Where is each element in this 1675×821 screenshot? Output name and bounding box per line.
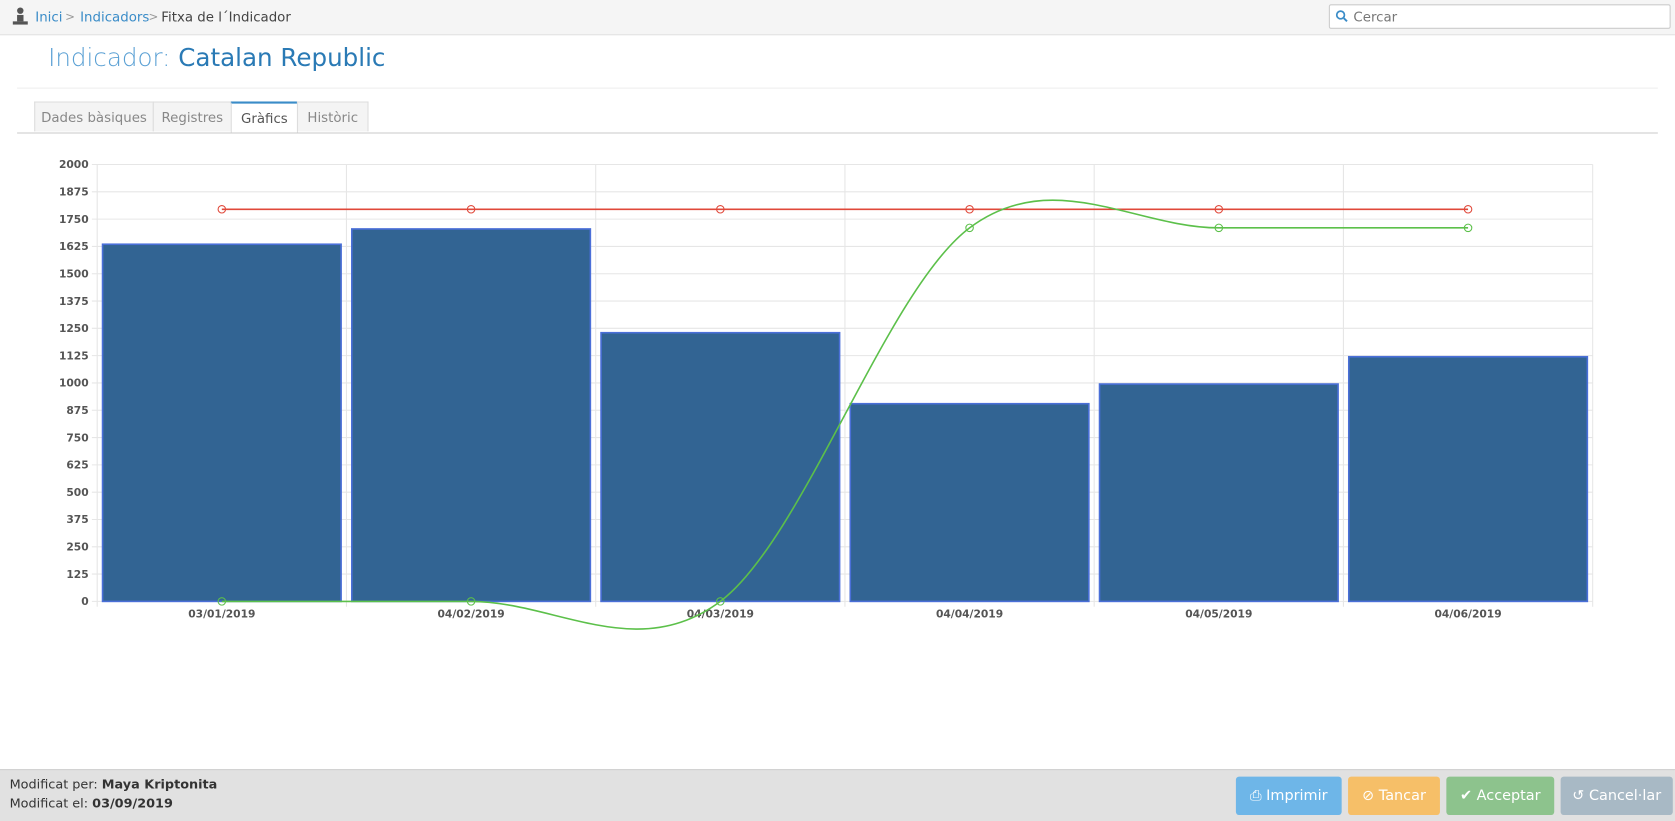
y-tick-label: 0 (81, 595, 88, 608)
x-tick-label: 04/04/2019 (936, 607, 1003, 620)
divider (17, 87, 1658, 89)
label: Tancar (1378, 787, 1426, 805)
y-tick-label: 125 (66, 568, 88, 581)
y-tick-label: 1125 (59, 349, 89, 362)
accept-button[interactable]: ✔ Acceptar (1446, 776, 1555, 816)
search-box[interactable]: Cercar (1328, 4, 1671, 29)
point (716, 597, 725, 606)
title-label: Indicador: (48, 44, 171, 73)
bar (1098, 383, 1339, 603)
chart: 0 125 250 375 500 625 750 875 1000 1125 1250 1375 15… (59, 158, 1594, 630)
search-placeholder: Cercar (1353, 8, 1398, 25)
point (217, 597, 227, 606)
home-icon (12, 7, 28, 25)
x-tick-label: 04/03/2019 (687, 607, 754, 620)
y-tick-label: 875 (66, 404, 88, 417)
point (1214, 223, 1224, 233)
point (217, 205, 227, 214)
bar (350, 228, 592, 603)
x-tick-label: 04/02/2019 (437, 607, 504, 620)
y-tick-label: 250 (66, 541, 88, 554)
breadcrumb-separator: > (148, 9, 159, 24)
y-tick-label: 750 (66, 431, 88, 444)
y-tick-label: 1625 (59, 240, 89, 253)
tab[interactable]: Històric (296, 101, 369, 132)
y-tick-label: 1000 (59, 377, 89, 390)
label: Cancel·lar (1588, 787, 1662, 805)
bar (849, 402, 1090, 603)
y-tick-label: 2000 (59, 158, 89, 171)
y-tick-label: 1875 (59, 186, 89, 199)
point (1214, 205, 1224, 214)
modified-by: Modificat per: Maya Kriptonita (10, 777, 218, 792)
bar (1347, 355, 1589, 603)
label: Imprimir (1266, 787, 1328, 805)
y-tick-label: 1375 (59, 295, 89, 308)
point (716, 205, 725, 214)
print-button[interactable]: ⎙ Imprimir (1235, 776, 1342, 816)
y-tick-label: 1500 (59, 267, 89, 280)
tab-underline (17, 132, 1658, 134)
tab[interactable]: Dades bàsiques (34, 101, 154, 132)
bar (600, 331, 841, 603)
breadcrumb-link[interactable]: Indicadors (80, 8, 150, 25)
page-title: Indicador: Catalan Republic (48, 45, 385, 73)
point (466, 597, 476, 606)
point (965, 205, 974, 214)
point (1463, 205, 1473, 214)
x-tick-label: 04/06/2019 (1434, 607, 1501, 620)
y-tick-label: 1750 (59, 213, 89, 226)
bar (101, 243, 342, 603)
label: Modificat el: (9, 795, 89, 811)
y-tick-label: 1250 (59, 322, 89, 335)
value: 03/09/2019 (92, 795, 173, 811)
cancel-button[interactable]: ↺ Cancel·lar (1560, 776, 1673, 816)
y-tick-label: 500 (66, 486, 88, 499)
modified-on: Modificat el: 03/09/2019 (10, 796, 173, 811)
breadcrumb-current: Fitxa de l´Indicador (161, 8, 291, 25)
point (1463, 223, 1473, 233)
breadcrumb-link[interactable]: Inici (35, 8, 63, 25)
title-name: Catalan Republic (178, 44, 386, 73)
x-tick-label: 03/01/2019 (188, 607, 255, 620)
point (965, 223, 974, 233)
label: Modificat per: (9, 776, 98, 792)
label: Acceptar (1476, 787, 1541, 805)
search-icon (1335, 10, 1348, 23)
close-button[interactable]: ⊘ Tancar (1348, 776, 1440, 816)
line (221, 199, 1469, 630)
point (466, 205, 476, 214)
y-tick-label: 625 (66, 459, 88, 472)
tab[interactable]: Registres (152, 101, 232, 132)
breadcrumb-separator: > (65, 9, 76, 24)
value: Maya Kriptonita (101, 776, 218, 792)
y-tick-label: 375 (66, 513, 88, 526)
x-tick-label: 04/05/2019 (1185, 607, 1252, 620)
